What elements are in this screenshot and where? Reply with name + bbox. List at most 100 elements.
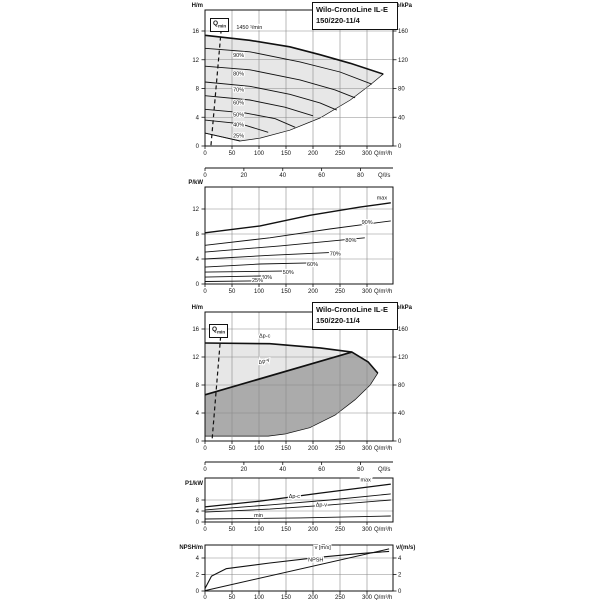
ls-tick-label: 40 bbox=[279, 467, 286, 473]
y-tick-label: 8 bbox=[196, 232, 200, 238]
qmin-subscript: min bbox=[218, 23, 227, 29]
y-tick-label: 8 bbox=[196, 87, 200, 93]
x-tick-label: 150 bbox=[281, 151, 292, 157]
y-axis-title: P/kW bbox=[188, 180, 203, 186]
ls-tick-label: 80 bbox=[357, 173, 364, 179]
pump-model: 150/220-11/4 bbox=[316, 15, 360, 25]
curve-70pct bbox=[204, 81, 337, 111]
x-tick-label: 250 bbox=[335, 595, 346, 600]
p1-max bbox=[204, 483, 391, 508]
x-tick-label: 300 bbox=[362, 151, 373, 157]
plot-frame bbox=[204, 9, 394, 147]
curve-label: 70% bbox=[233, 87, 244, 93]
x-tick-label: 150 bbox=[281, 289, 292, 295]
q-ls-axis: 0 20 40 60 80 Q/l/s bbox=[203, 167, 393, 179]
x-tick-label: 0 bbox=[203, 446, 207, 452]
y-tick-label: 0 bbox=[196, 589, 200, 595]
power-50pct bbox=[204, 270, 290, 273]
power-80pct bbox=[204, 237, 365, 253]
power-70pct bbox=[204, 251, 341, 260]
curve-label: 60% bbox=[233, 100, 244, 106]
x-axis-title: Q/m³/h bbox=[374, 289, 392, 295]
x-tick-label: 250 bbox=[335, 527, 346, 533]
power-90pct bbox=[204, 220, 391, 246]
ls-tick-label: 0 bbox=[203, 467, 207, 473]
curve-label: 70% bbox=[330, 251, 341, 257]
curve-label: 25% bbox=[252, 278, 263, 284]
max-curve bbox=[204, 342, 379, 374]
curve-label: min bbox=[254, 513, 263, 519]
curve-label: 40% bbox=[261, 275, 272, 281]
curve-label: 90% bbox=[233, 53, 244, 59]
y-tick-label: 12 bbox=[192, 207, 199, 213]
y-tick-label: 0 bbox=[196, 282, 200, 288]
y-tick-label: 0 bbox=[196, 520, 200, 526]
y2-tick-label: 0 bbox=[398, 144, 402, 150]
x-tick-label: 100 bbox=[254, 446, 265, 452]
curve-label: 40% bbox=[233, 123, 244, 129]
x-tick-label: 200 bbox=[308, 595, 319, 600]
x-tick-label: 250 bbox=[335, 289, 346, 295]
chart-power-flow-speed-curves: 0 4 8 12 P/kW 0 50 100 150 200 250 300 Q/m³/h max 90% 8… bbox=[188, 180, 394, 295]
y-tick-label: 0 bbox=[196, 439, 200, 445]
y-tick-label: 4 bbox=[196, 411, 200, 417]
power-25pct bbox=[204, 280, 254, 282]
chart-control-mode-fields: 0 4 8 12 16 H/m 0 40 80 120 160 p/kPa 0 50 100 150 200 25… bbox=[192, 305, 413, 452]
x-tick-label: 150 bbox=[281, 595, 292, 600]
x-tick-label: 50 bbox=[229, 595, 236, 600]
x-tick-label: 250 bbox=[335, 446, 346, 452]
x-axis-title: Q/m³/h bbox=[374, 527, 392, 533]
curve-label: 50% bbox=[233, 113, 244, 119]
pump-series-name: Wilo-CronoLine IL-E bbox=[316, 5, 389, 14]
curve-label: Δp-c bbox=[289, 494, 301, 500]
y2-tick-label: 0 bbox=[398, 439, 402, 445]
plot-frame bbox=[204, 311, 394, 442]
y2-tick-label: 120 bbox=[398, 355, 409, 361]
y2-tick-label: 0 bbox=[398, 589, 402, 595]
pump-title-box-2: Wilo-CronoLine IL-E 150/220-11/4 bbox=[312, 302, 398, 330]
power-60pct bbox=[204, 262, 316, 268]
x-tick-label: 200 bbox=[308, 289, 319, 295]
qmin-subscript-2: min bbox=[217, 329, 226, 335]
ls-tick-label: 0 bbox=[203, 173, 207, 179]
y-tick-label: 4 bbox=[196, 115, 200, 121]
x-tick-label: 300 bbox=[362, 446, 373, 452]
x-tick-label: 250 bbox=[335, 151, 346, 157]
y-tick-label: 0 bbox=[196, 144, 200, 150]
ls-tick-label: 60 bbox=[318, 467, 325, 473]
y-tick-label: 4 bbox=[196, 257, 200, 263]
plot-frame bbox=[204, 544, 394, 592]
pump-series-name-2: Wilo-CronoLine IL-E bbox=[316, 305, 389, 314]
chart-head-flow-speed-curves: 0 4 8 12 16 H/m 0 40 80 120 160 p/kPa 0 50 100 150 200 25… bbox=[192, 3, 413, 157]
x-tick-label: 300 bbox=[362, 527, 373, 533]
velocity-line bbox=[204, 548, 390, 592]
curve-label: 60% bbox=[307, 262, 318, 268]
x-tick-label: 200 bbox=[308, 446, 319, 452]
chart-power-input-curves: 0 4 8 P1/kW 0 50 100 150 200 250 300 Q/m³/h max Δp-c Δ… bbox=[185, 476, 394, 533]
y2-tick-label: 80 bbox=[398, 383, 405, 389]
qmin-label: Qmin bbox=[210, 18, 230, 33]
curve-90pct bbox=[204, 47, 373, 85]
y2-tick-label: 120 bbox=[398, 58, 409, 64]
ls-tick-label: 20 bbox=[241, 467, 248, 473]
x-tick-label: 0 bbox=[203, 289, 207, 295]
x-tick-label: 300 bbox=[362, 289, 373, 295]
curve-label: Δp-v bbox=[258, 357, 271, 366]
y-tick-label: 4 bbox=[196, 509, 200, 515]
x-tick-label: 0 bbox=[203, 527, 207, 533]
pump-title-box: Wilo-CronoLine IL-E 150/220-11/4 bbox=[312, 2, 398, 30]
curve-60pct bbox=[204, 95, 314, 117]
x-axis-title: Q/m³/h bbox=[374, 595, 392, 600]
x-tick-label: 100 bbox=[254, 527, 265, 533]
curve-50pct bbox=[204, 108, 296, 128]
curve-label: 50% bbox=[283, 270, 294, 276]
pump-model-2: 150/220-11/4 bbox=[316, 315, 360, 325]
p1-dp-v bbox=[204, 499, 391, 513]
qmin-line bbox=[211, 329, 222, 442]
x-tick-label: 100 bbox=[254, 595, 265, 600]
ls-axis-title: Q/l/s bbox=[378, 173, 390, 179]
qmin-line bbox=[210, 29, 222, 147]
x-tick-label: 0 bbox=[203, 595, 207, 600]
curve-25pct bbox=[204, 132, 241, 142]
